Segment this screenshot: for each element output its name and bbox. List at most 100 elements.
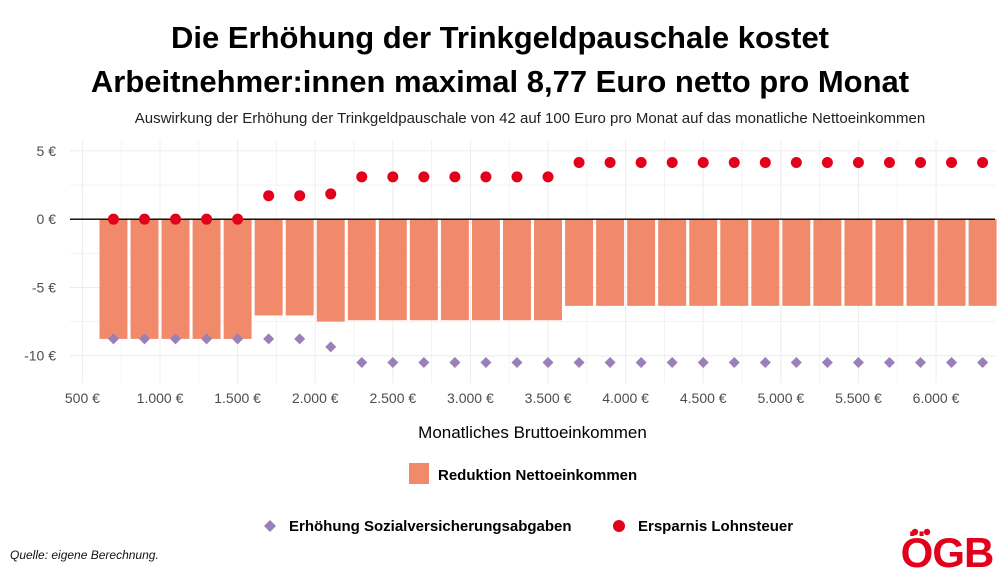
point-social-insurance [977, 357, 989, 369]
x-tick-label: 4.500 € [680, 390, 727, 406]
bar-net-income-reduction [689, 219, 718, 306]
point-social-insurance [325, 341, 337, 353]
point-social-insurance [666, 357, 678, 369]
x-tick-label: 5.000 € [757, 390, 804, 406]
bar-net-income-reduction [503, 219, 531, 321]
point-wage-tax [915, 157, 927, 169]
point-wage-tax [759, 157, 771, 169]
point-wage-tax [883, 157, 895, 169]
logo-umlaut-dot-left [911, 528, 919, 536]
bar-net-income-reduction [99, 219, 128, 339]
point-social-insurance [263, 333, 275, 345]
bar-net-income-reduction [440, 219, 469, 321]
point-social-insurance [387, 357, 399, 369]
point-social-insurance [170, 333, 182, 345]
wage-tax-series [107, 157, 989, 225]
legend-swatch-wage-tax [613, 520, 625, 532]
point-social-insurance [915, 357, 927, 369]
point-social-insurance [294, 333, 306, 345]
x-tick-label: 1.000 € [137, 390, 184, 406]
bar-net-income-reduction [627, 219, 656, 306]
bar-net-income-reduction [596, 219, 625, 306]
point-social-insurance [138, 333, 150, 345]
ogb-logo: ÖGB [901, 528, 994, 570]
point-wage-tax [697, 157, 709, 169]
bar-net-income-reduction [937, 219, 966, 306]
point-wage-tax [821, 157, 833, 169]
y-tick-label: -10 € [24, 348, 56, 364]
point-social-insurance [480, 357, 492, 369]
point-wage-tax [107, 213, 119, 225]
legend-label-social-insurance: Erhöhung Sozialversicherungsabgaben [289, 518, 572, 535]
point-social-insurance [542, 357, 554, 369]
x-tick-label: 6.000 € [913, 390, 960, 406]
point-wage-tax [263, 190, 275, 202]
bar-net-income-reduction [751, 219, 780, 306]
point-wage-tax [635, 157, 647, 169]
bar-net-income-reduction [192, 219, 221, 339]
x-tick-label: 2.500 € [369, 390, 416, 406]
point-wage-tax [387, 171, 399, 183]
point-wage-tax [790, 157, 802, 169]
legend-label-wage-tax: Ersparnis Lohnsteuer [638, 518, 793, 535]
point-social-insurance [883, 357, 895, 369]
y-tick-label: 0 € [37, 211, 57, 227]
point-social-insurance [418, 357, 430, 369]
source-note: Quelle: eigene Berechnung. [10, 548, 159, 562]
point-wage-tax [232, 213, 244, 225]
point-wage-tax [170, 213, 182, 225]
bar-net-income-reduction [130, 219, 159, 339]
point-wage-tax [573, 157, 585, 169]
point-social-insurance [852, 357, 864, 369]
point-wage-tax [511, 171, 523, 183]
x-tick-label: 2.000 € [292, 390, 339, 406]
bar-net-income-reduction [968, 219, 997, 306]
y-axis-ticks: 5 € 0 € -5 € -10 € [24, 143, 56, 364]
bar-net-income-reduction [534, 219, 562, 321]
x-axis-ticks: 500 € 1.000 € 1.500 € 2.000 € 2.500 € 3.000 €… [65, 390, 960, 406]
point-social-insurance [201, 333, 213, 345]
legend-label-net-income-reduction: Reduktion Nettoeinkommen [438, 467, 637, 484]
legend-swatch-net-income-reduction [409, 463, 429, 484]
point-social-insurance [759, 357, 771, 369]
bar-net-income-reduction [471, 219, 500, 321]
logo-text: ÖGB [901, 529, 994, 570]
point-social-insurance [232, 333, 244, 345]
bar-net-income-reduction [813, 219, 842, 306]
chart-title-line-1: Die Erhöhung der Trinkgeldpauschale kost… [170, 20, 830, 55]
bar-net-income-reduction [875, 219, 904, 306]
chart-title-line-2: Arbeitnehmer:innen maximal 8,77 Euro net… [90, 64, 910, 99]
y-tick-label: 5 € [37, 143, 57, 159]
point-social-insurance [511, 357, 523, 369]
point-wage-tax [449, 171, 461, 183]
chart-subtitle: Auswirkung der Erhöhung der Trinkgeldpau… [134, 110, 926, 127]
point-social-insurance [356, 357, 368, 369]
point-wage-tax [201, 213, 213, 225]
point-wage-tax [480, 171, 492, 183]
point-wage-tax [294, 190, 306, 202]
legend: Reduktion Nettoeinkommen Erhöhung Sozialv… [264, 463, 793, 535]
y-tick-label: -5 € [32, 279, 56, 295]
bar-net-income-reduction [844, 219, 873, 306]
logo-umlaut-dot-right [923, 528, 931, 536]
point-wage-tax [138, 213, 150, 225]
point-social-insurance [635, 357, 647, 369]
bar-net-income-reduction [378, 219, 407, 321]
bar-net-income-reduction [782, 219, 811, 306]
x-tick-label: 3.500 € [525, 390, 572, 406]
point-wage-tax [666, 157, 678, 169]
point-social-insurance [697, 357, 709, 369]
x-tick-label: 4.000 € [602, 390, 649, 406]
point-social-insurance [728, 357, 740, 369]
bar-net-income-reduction [161, 219, 190, 339]
x-axis-label: Monatliches Bruttoeinkommen [418, 423, 647, 442]
x-tick-label: 5.500 € [835, 390, 882, 406]
point-social-insurance [604, 357, 616, 369]
point-social-insurance [449, 357, 461, 369]
point-social-insurance [107, 333, 119, 345]
point-social-insurance [821, 357, 833, 369]
point-social-insurance [790, 357, 802, 369]
point-social-insurance [946, 357, 958, 369]
social-insurance-series [107, 333, 989, 369]
bar-net-income-reduction [285, 219, 314, 316]
